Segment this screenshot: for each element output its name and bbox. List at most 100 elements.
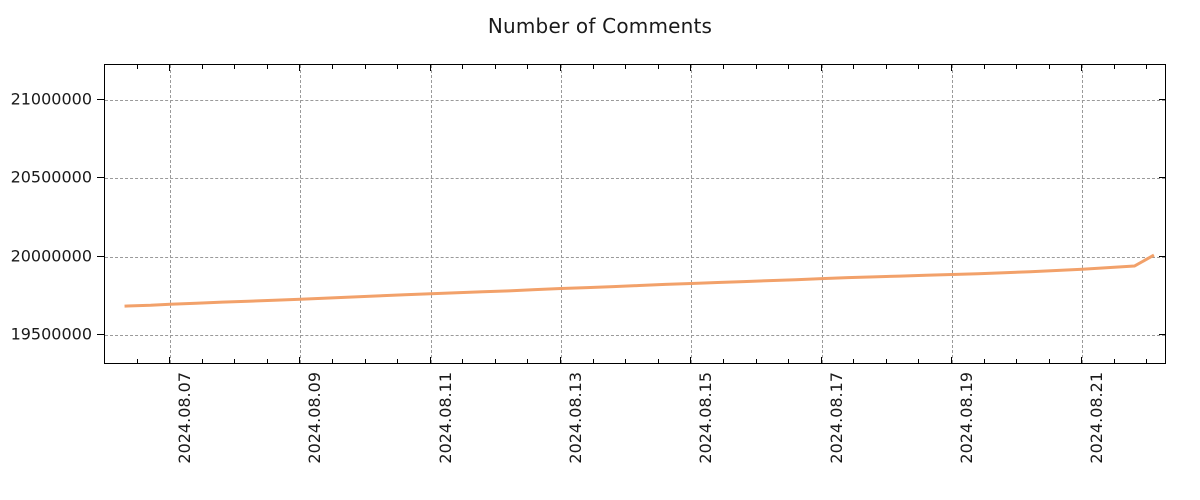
y-axis-label: 20000000	[10, 246, 92, 266]
x-tick-minor	[1146, 64, 1148, 69]
y-axis-label: 19500000	[10, 324, 92, 344]
gridline-vertical	[561, 65, 563, 363]
x-tick-minor	[332, 64, 334, 69]
x-tick-minor	[266, 64, 268, 69]
series-line-number-of-comments	[124, 253, 1155, 308]
x-tick-minor	[853, 64, 855, 69]
x-axis-label: 2024.08.07	[175, 372, 195, 464]
x-tick-minor-bottom	[494, 359, 496, 364]
x-tick-minor	[201, 64, 203, 69]
x-tick-minor-bottom	[234, 359, 236, 364]
gridline-vertical	[951, 65, 953, 363]
y-axis-label: 21000000	[10, 89, 92, 109]
x-tick-minor	[983, 64, 985, 69]
gridline-vertical	[430, 65, 432, 363]
x-tick-minor-bottom	[885, 359, 887, 364]
x-tick	[299, 64, 301, 71]
y-tick	[97, 177, 104, 179]
gridline-vertical	[300, 65, 302, 363]
x-tick-bottom	[1081, 357, 1083, 364]
plot-area	[104, 64, 1166, 364]
x-tick-minor-bottom	[136, 359, 138, 364]
x-tick-minor	[657, 64, 659, 69]
x-tick-minor-bottom	[788, 359, 790, 364]
x-tick-minor-bottom	[201, 359, 203, 364]
x-tick-minor	[494, 64, 496, 69]
x-tick	[820, 64, 822, 71]
x-tick-minor-bottom	[1113, 359, 1115, 364]
x-axis-label: 2024.08.19	[956, 372, 976, 464]
y-tick	[97, 334, 104, 336]
x-tick-minor-bottom	[918, 359, 920, 364]
plot-inner	[105, 65, 1165, 363]
x-tick-minor-bottom	[1016, 359, 1018, 364]
x-tick-bottom	[299, 357, 301, 364]
x-tick-minor-bottom	[657, 359, 659, 364]
x-tick-minor-bottom	[1048, 359, 1050, 364]
y-axis-label: 20500000	[10, 167, 92, 187]
x-tick-bottom	[560, 357, 562, 364]
x-axis-label: 2024.08.17	[826, 372, 846, 464]
x-tick-minor-bottom	[397, 359, 399, 364]
x-tick	[690, 64, 692, 71]
x-tick-minor-bottom	[755, 359, 757, 364]
x-tick-minor	[625, 64, 627, 69]
y-tick-right	[1159, 255, 1166, 257]
x-tick-minor	[364, 64, 366, 69]
x-tick-minor-bottom	[1146, 359, 1148, 364]
y-tick-right	[1159, 98, 1166, 100]
x-tick-minor	[722, 64, 724, 69]
x-tick-minor	[788, 64, 790, 69]
x-tick-minor-bottom	[364, 359, 366, 364]
x-tick-minor	[1113, 64, 1115, 69]
x-tick-minor	[918, 64, 920, 69]
x-tick-bottom	[169, 357, 171, 364]
x-tick-minor-bottom	[527, 359, 529, 364]
gridline-vertical	[821, 65, 823, 363]
x-tick-minor	[1048, 64, 1050, 69]
gridline-horizontal	[105, 99, 1165, 101]
x-tick-minor	[234, 64, 236, 69]
gridline-horizontal	[105, 256, 1165, 258]
gridline-horizontal	[105, 335, 1165, 337]
x-tick	[429, 64, 431, 71]
x-tick-minor-bottom	[853, 359, 855, 364]
x-axis-label: 2024.08.21	[1087, 372, 1107, 464]
x-tick-minor	[527, 64, 529, 69]
x-tick-minor-bottom	[592, 359, 594, 364]
gridline-vertical	[1082, 65, 1084, 363]
x-tick-minor-bottom	[983, 359, 985, 364]
x-axis-label: 2024.08.09	[305, 372, 325, 464]
y-tick	[97, 98, 104, 100]
x-tick-minor	[592, 64, 594, 69]
x-tick-minor-bottom	[722, 359, 724, 364]
x-tick	[950, 64, 952, 71]
x-tick-bottom	[820, 357, 822, 364]
x-tick	[560, 64, 562, 71]
x-tick-minor-bottom	[625, 359, 627, 364]
series-layer	[124, 253, 1155, 308]
x-tick	[169, 64, 171, 71]
x-axis-label: 2024.08.15	[696, 372, 716, 464]
x-tick-bottom	[429, 357, 431, 364]
x-tick-minor-bottom	[462, 359, 464, 364]
x-tick-minor	[1016, 64, 1018, 69]
x-axis-label: 2024.08.11	[435, 372, 455, 464]
y-tick-right	[1159, 334, 1166, 336]
x-tick-minor	[136, 64, 138, 69]
chart-title: Number of Comments	[487, 14, 713, 38]
y-tick	[97, 255, 104, 257]
x-tick-bottom	[690, 357, 692, 364]
gridline-vertical	[170, 65, 172, 363]
x-tick	[1081, 64, 1083, 71]
x-tick-minor	[755, 64, 757, 69]
x-tick-minor-bottom	[332, 359, 334, 364]
x-axis-label: 2024.08.13	[566, 372, 586, 464]
x-tick-minor	[462, 64, 464, 69]
x-tick-minor-bottom	[266, 359, 268, 364]
gridline-horizontal	[105, 178, 1165, 180]
x-tick-minor	[885, 64, 887, 69]
gridline-vertical	[691, 65, 693, 363]
x-tick-minor	[397, 64, 399, 69]
